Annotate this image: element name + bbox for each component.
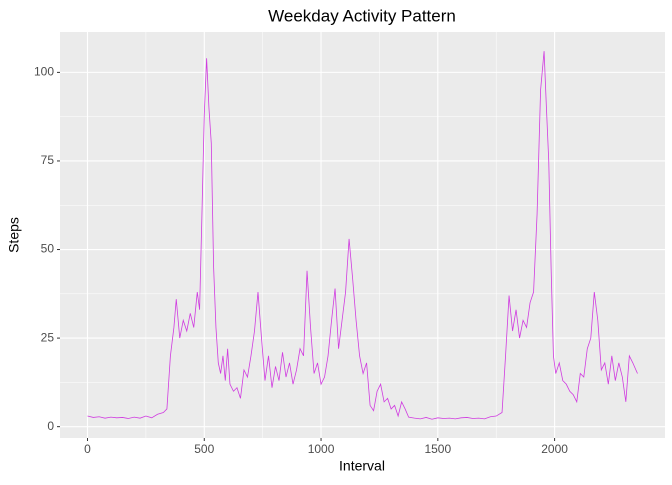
y-tick-label: 25 [41, 330, 55, 344]
x-tick-label: 500 [194, 442, 214, 456]
x-tick-label: 1000 [308, 442, 335, 456]
y-axis-label: Steps [6, 217, 22, 253]
x-tick-label: 0 [84, 442, 91, 456]
y-tick-label: 0 [47, 419, 54, 433]
x-tick-label: 1500 [424, 442, 451, 456]
chart-title: Weekday Activity Pattern [268, 6, 456, 25]
plot-panel [60, 32, 665, 438]
x-tick-label: 2000 [541, 442, 568, 456]
y-tick-label: 75 [41, 153, 55, 167]
x-axis-label: Interval [339, 458, 385, 474]
data-line [87, 51, 638, 420]
y-tick-label: 100 [34, 65, 54, 79]
y-tick-label: 50 [41, 242, 55, 256]
